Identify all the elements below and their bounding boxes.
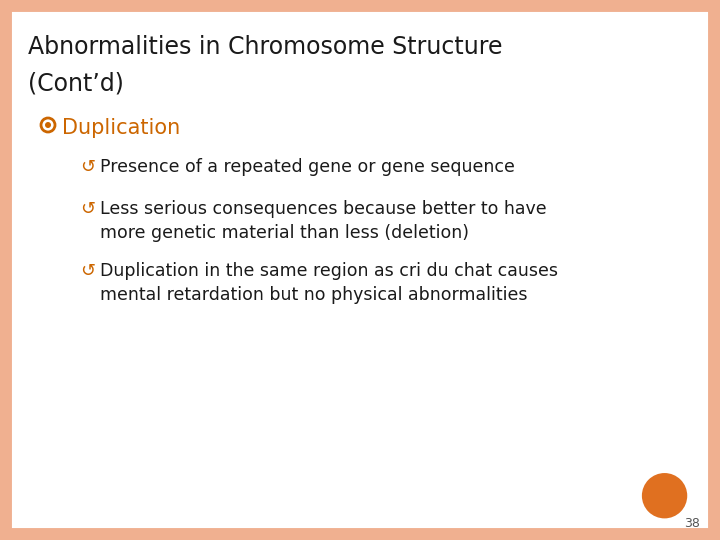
Text: Abnormalities in Chromosome Structure: Abnormalities in Chromosome Structure <box>28 35 503 59</box>
Text: ↺: ↺ <box>80 262 95 280</box>
Text: Duplication in the same region as cri du chat causes
mental retardation but no p: Duplication in the same region as cri du… <box>100 262 558 303</box>
Circle shape <box>45 122 51 128</box>
Text: Duplication: Duplication <box>62 118 180 138</box>
Text: Presence of a repeated gene or gene sequence: Presence of a repeated gene or gene sequ… <box>100 158 515 176</box>
Circle shape <box>642 473 687 518</box>
Text: Less serious consequences because better to have
more genetic material than less: Less serious consequences because better… <box>100 200 546 241</box>
Text: 38: 38 <box>684 517 700 530</box>
Text: (Cont’d): (Cont’d) <box>28 72 124 96</box>
Text: ↺: ↺ <box>80 158 95 176</box>
Text: ↺: ↺ <box>80 200 95 218</box>
